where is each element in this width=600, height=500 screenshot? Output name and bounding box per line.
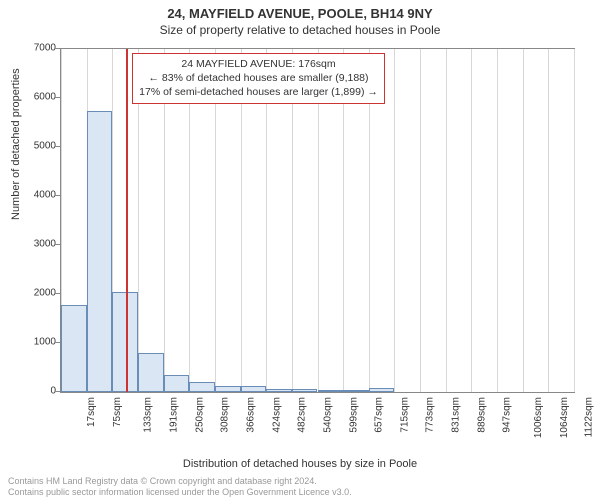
chart-title-line1: 24, MAYFIELD AVENUE, POOLE, BH14 9NY [0,0,600,21]
y-axis-label: Number of detached properties [10,68,22,220]
reference-line [126,49,128,392]
y-tick-label: 7000 [30,43,56,54]
gridline-vertical [548,49,549,392]
x-tick-label: 133sqm [143,397,154,433]
y-tick-mark [55,195,60,196]
x-tick-label: 657sqm [374,397,385,433]
gridline-vertical [497,49,498,392]
x-tick-label: 540sqm [322,397,333,433]
y-tick-label: 4000 [30,190,56,201]
histogram-bar [343,390,369,392]
x-tick-label: 1064sqm [559,397,570,438]
histogram-bar [369,388,395,392]
footer-attribution: Contains HM Land Registry data © Crown c… [8,476,352,498]
x-tick-label: 366sqm [245,397,256,433]
gridline-vertical [574,49,575,392]
footer-line1: Contains HM Land Registry data © Crown c… [8,476,352,487]
y-tick-label: 5000 [30,141,56,152]
histogram-bar [87,111,113,392]
y-tick-label: 2000 [30,288,56,299]
y-tick-mark [55,146,60,147]
histogram-bar [164,375,190,392]
y-tick-mark [55,342,60,343]
x-tick-label: 250sqm [194,397,205,433]
annotation-box: 24 MAYFIELD AVENUE: 176sqm← 83% of detac… [132,53,385,104]
histogram-bar [189,382,215,392]
histogram-bar [241,386,267,392]
gridline-vertical [420,49,421,392]
x-tick-label: 191sqm [169,397,180,433]
x-tick-label: 889sqm [476,397,487,433]
chart-container: 24, MAYFIELD AVENUE, POOLE, BH14 9NY Siz… [0,0,600,500]
x-tick-label: 1122sqm [584,397,595,437]
x-tick-label: 424sqm [271,397,282,433]
y-tick-mark [55,293,60,294]
histogram-bar [138,353,164,392]
gridline-vertical [471,49,472,392]
plot-area: 24 MAYFIELD AVENUE: 176sqm← 83% of detac… [60,48,575,393]
y-tick-mark [55,97,60,98]
x-tick-label: 715sqm [399,397,410,433]
x-tick-label: 947sqm [502,397,513,433]
histogram-bar [215,386,241,392]
x-tick-label: 75sqm [112,397,123,427]
x-tick-label: 308sqm [220,397,231,433]
y-tick-mark [55,48,60,49]
gridline-vertical [523,49,524,392]
histogram-bar [318,390,344,392]
x-tick-label: 773sqm [425,397,436,433]
histogram-bar [61,305,87,392]
histogram-bar [266,389,292,392]
y-tick-label: 6000 [30,92,56,103]
annotation-line1: 24 MAYFIELD AVENUE: 176sqm [139,57,378,71]
y-tick-label: 0 [30,386,56,397]
y-tick-mark [55,391,60,392]
x-axis-label: Distribution of detached houses by size … [0,458,600,470]
x-tick-label: 482sqm [297,397,308,433]
histogram-bar [292,389,318,392]
gridline-vertical [394,49,395,392]
gridline-vertical [446,49,447,392]
y-tick-mark [55,244,60,245]
x-tick-label: 1006sqm [533,397,544,438]
x-tick-label: 17sqm [86,397,97,427]
y-tick-label: 3000 [30,239,56,250]
x-tick-label: 831sqm [451,397,462,433]
x-tick-label: 599sqm [348,397,359,433]
annotation-line2: ← 83% of detached houses are smaller (9,… [139,71,378,85]
annotation-line3: 17% of semi-detached houses are larger (… [139,85,378,99]
histogram-bar [112,292,138,392]
y-tick-label: 1000 [30,337,56,348]
chart-title-line2: Size of property relative to detached ho… [0,21,600,37]
footer-line2: Contains public sector information licen… [8,487,352,498]
